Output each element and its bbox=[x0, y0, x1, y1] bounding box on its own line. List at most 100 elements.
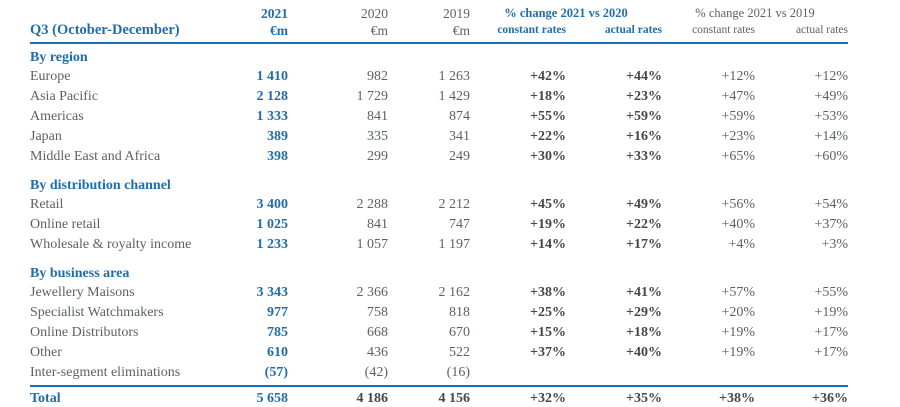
unit-2019: €m bbox=[452, 23, 470, 38]
pct-constant-2020: +19% bbox=[530, 217, 566, 232]
value-2019: 341 bbox=[449, 129, 470, 144]
value-2019: 874 bbox=[449, 109, 470, 124]
table-row-specialist-watchmakers: Specialist Watchmakers 977 758 818 +25% … bbox=[30, 303, 848, 323]
value-2020: 1 057 bbox=[356, 237, 389, 252]
pct-actual-2020: +35% bbox=[626, 391, 662, 406]
pct-constant-2019: +19% bbox=[721, 325, 755, 340]
pct-constant-2019: +59% bbox=[721, 109, 755, 124]
pct-actual-2020: +44% bbox=[626, 69, 662, 84]
row-label: Retail bbox=[30, 197, 64, 212]
row-label: Middle East and Africa bbox=[30, 149, 161, 164]
pct-actual-2019: +37% bbox=[814, 217, 848, 232]
value-2019: 1 429 bbox=[438, 89, 471, 104]
value-2021: 389 bbox=[267, 129, 288, 144]
pct-constant-2020: +45% bbox=[530, 197, 566, 212]
value-2020: (42) bbox=[364, 365, 388, 380]
table-row-other: Other 610 436 522 +37% +40% +19% +17% bbox=[30, 343, 848, 363]
subheader-actual-2019: actual rates bbox=[795, 24, 848, 36]
value-2021: 977 bbox=[267, 305, 288, 320]
pct-constant-2019: +65% bbox=[721, 149, 755, 164]
unit-2021: €m bbox=[270, 23, 288, 38]
pct-actual-2019: +19% bbox=[814, 305, 848, 320]
value-2020: 2 366 bbox=[356, 285, 389, 300]
unit-2020: €m bbox=[370, 23, 388, 38]
value-2020: 335 bbox=[367, 129, 388, 144]
value-2020: 841 bbox=[367, 109, 388, 124]
value-2019: 1 197 bbox=[438, 237, 471, 252]
pct-actual-2019: +12% bbox=[814, 69, 848, 84]
value-2020: 299 bbox=[367, 149, 388, 164]
pct-constant-2020: +15% bbox=[530, 325, 566, 340]
table-row-asia-pacific: Asia Pacific 2 128 1 729 1 429 +18% +23%… bbox=[30, 87, 848, 107]
section-title-by-distribution-channel: By distribution channel bbox=[30, 178, 171, 193]
table-row-japan: Japan 389 335 341 +22% +16% +23% +14% bbox=[30, 127, 848, 147]
pct-constant-2019: +38% bbox=[719, 391, 755, 406]
pct-constant-2020: +30% bbox=[530, 149, 566, 164]
table-row-middle-east-africa: Middle East and Africa 398 299 249 +30% … bbox=[30, 147, 848, 167]
pct-actual-2019: +36% bbox=[812, 391, 848, 406]
pct-constant-2019: +4% bbox=[728, 237, 755, 252]
table-row-americas: Americas 1 333 841 874 +55% +59% +59% +5… bbox=[30, 107, 848, 127]
value-2019: 2 212 bbox=[438, 197, 471, 212]
sales-table: 2021 2020 2019 % change 2021 vs 2020 % c… bbox=[30, 5, 848, 407]
pct-constant-2019: +20% bbox=[721, 305, 755, 320]
table-row-wholesale-royalty: Wholesale & royalty income 1 233 1 057 1… bbox=[30, 235, 848, 255]
section-title-by-region: By region bbox=[30, 50, 88, 65]
pct-constant-2019: +56% bbox=[721, 197, 755, 212]
table-row-online-retail: Online retail 1 025 841 747 +19% +22% +4… bbox=[30, 215, 848, 235]
value-2021: 398 bbox=[267, 149, 288, 164]
pct-actual-2019: +49% bbox=[814, 89, 848, 104]
pct-constant-2019: +19% bbox=[721, 345, 755, 360]
value-2019: 249 bbox=[449, 149, 470, 164]
row-label: Other bbox=[30, 345, 62, 360]
pct-actual-2020: +16% bbox=[626, 129, 662, 144]
value-2021: 1 025 bbox=[256, 217, 289, 232]
value-2020: 436 bbox=[367, 345, 388, 360]
value-2020: 1 729 bbox=[356, 89, 389, 104]
pct-actual-2020: +23% bbox=[626, 89, 662, 104]
pct-actual-2019: +14% bbox=[814, 129, 848, 144]
total-divider bbox=[30, 385, 848, 387]
pct-actual-2020: +29% bbox=[626, 305, 662, 320]
pct-actual-2019: +55% bbox=[814, 285, 848, 300]
pct-constant-2020: +32% bbox=[530, 391, 566, 406]
pct-actual-2020: +49% bbox=[626, 197, 662, 212]
table-row-europe: Europe 1 410 982 1 263 +42% +44% +12% +1… bbox=[30, 67, 848, 87]
pct-constant-2019: +12% bbox=[721, 69, 755, 84]
pct-actual-2019: +17% bbox=[814, 325, 848, 340]
value-2021: 610 bbox=[267, 345, 288, 360]
value-2020: 982 bbox=[367, 69, 388, 84]
value-2019: 818 bbox=[449, 305, 470, 320]
value-2020: 668 bbox=[367, 325, 388, 340]
value-2019: 747 bbox=[449, 217, 470, 232]
table-row-jewellery-maisons: Jewellery Maisons 3 343 2 366 2 162 +38%… bbox=[30, 283, 848, 303]
value-2020: 758 bbox=[367, 305, 388, 320]
table-row-retail: Retail 3 400 2 288 2 212 +45% +49% +56% … bbox=[30, 195, 848, 215]
value-2021: 2 128 bbox=[256, 89, 289, 104]
pct-actual-2020: +22% bbox=[626, 217, 662, 232]
value-2021: 5 658 bbox=[256, 391, 289, 406]
pct-actual-2019: +53% bbox=[814, 109, 848, 124]
header-year-2019: 2019 bbox=[443, 6, 470, 21]
value-2019: (16) bbox=[446, 365, 470, 380]
pct-constant-2020: +14% bbox=[530, 237, 566, 252]
row-label: Total bbox=[30, 391, 61, 406]
value-2019: 670 bbox=[449, 325, 470, 340]
header-year-2021: 2021 bbox=[261, 6, 288, 21]
value-2021: 1 333 bbox=[256, 109, 289, 124]
row-label: Asia Pacific bbox=[30, 89, 99, 104]
value-2021: 3 400 bbox=[256, 197, 289, 212]
row-label: Wholesale & royalty income bbox=[30, 237, 192, 252]
row-label: Jewellery Maisons bbox=[30, 285, 135, 300]
table-row-online-distributors: Online Distributors 785 668 670 +15% +18… bbox=[30, 323, 848, 343]
table-header-years: 2021 2020 2019 % change 2021 vs 2020 % c… bbox=[30, 5, 848, 22]
pct-constant-2020: +18% bbox=[530, 89, 566, 104]
pct-constant-2020: +55% bbox=[530, 109, 566, 124]
value-2021: 785 bbox=[267, 325, 288, 340]
header-divider bbox=[30, 42, 848, 44]
row-label: Europe bbox=[30, 69, 71, 84]
subheader-constant-2020: constant rates bbox=[497, 24, 566, 36]
row-label: Online retail bbox=[30, 217, 101, 232]
value-2019: 2 162 bbox=[438, 285, 471, 300]
value-2019: 1 263 bbox=[438, 69, 471, 84]
